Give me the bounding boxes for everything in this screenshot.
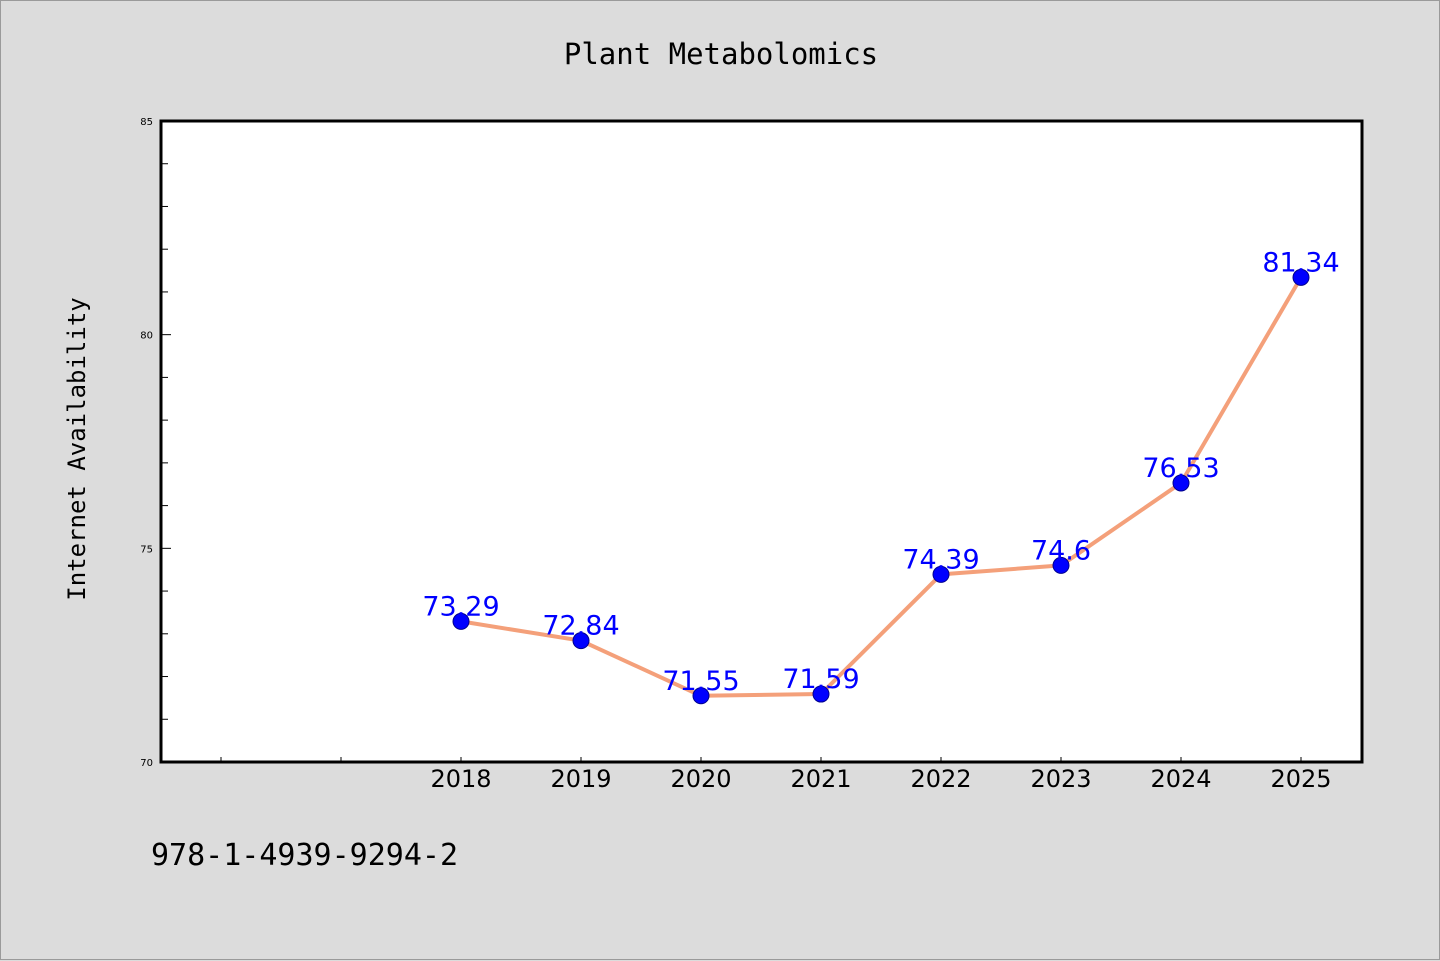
x-tick-label: 2019 [550, 765, 611, 793]
data-label: 81.34 [1262, 247, 1339, 278]
data-point [452, 612, 470, 630]
x-tick-label: 2018 [430, 765, 491, 793]
series-line [460, 276, 1303, 698]
data-label: 73.29 [422, 591, 499, 622]
y-tick-label: 80 [140, 331, 153, 342]
x-axis: 2018 2019 2020 2021 2022 2023 2024 2025 [220, 757, 1332, 793]
y-tick-label: 85 [140, 117, 153, 128]
x-tick-label: 2023 [1030, 765, 1091, 793]
isbn-text: 978-1-4939-9294-2 [151, 838, 458, 873]
data-point [692, 687, 710, 705]
y-axis: 70 75 80 85 [140, 117, 171, 769]
x-tick-label: 2022 [910, 765, 971, 793]
chart-title: Plant Metabolomics [564, 37, 878, 71]
data-label: 71.59 [782, 664, 859, 695]
y-tick-label: 75 [140, 544, 153, 555]
x-tick-label: 2021 [790, 765, 851, 793]
data-point [1172, 474, 1190, 492]
data-label: 72.84 [542, 611, 619, 642]
data-label: 74.6 [1031, 535, 1091, 566]
y-axis-label: Internet Availability [63, 297, 91, 600]
data-point [1052, 556, 1070, 574]
x-tick-label: 2025 [1270, 765, 1331, 793]
y-tick-label: 70 [140, 758, 153, 769]
plot-area [159, 119, 1364, 764]
data-point [1292, 268, 1310, 286]
data-point [932, 565, 950, 583]
data-point [572, 632, 590, 650]
data-point [812, 685, 830, 703]
data-label: 76.53 [1142, 453, 1219, 484]
data-label: 71.55 [662, 666, 739, 697]
data-label: 74.39 [902, 544, 979, 575]
x-tick-label: 2024 [1150, 765, 1211, 793]
series-layer: 73.29 72.84 71.55 71.59 74.39 74.6 76.53 81.34 [422, 247, 1340, 705]
x-tick-label: 2020 [670, 765, 731, 793]
